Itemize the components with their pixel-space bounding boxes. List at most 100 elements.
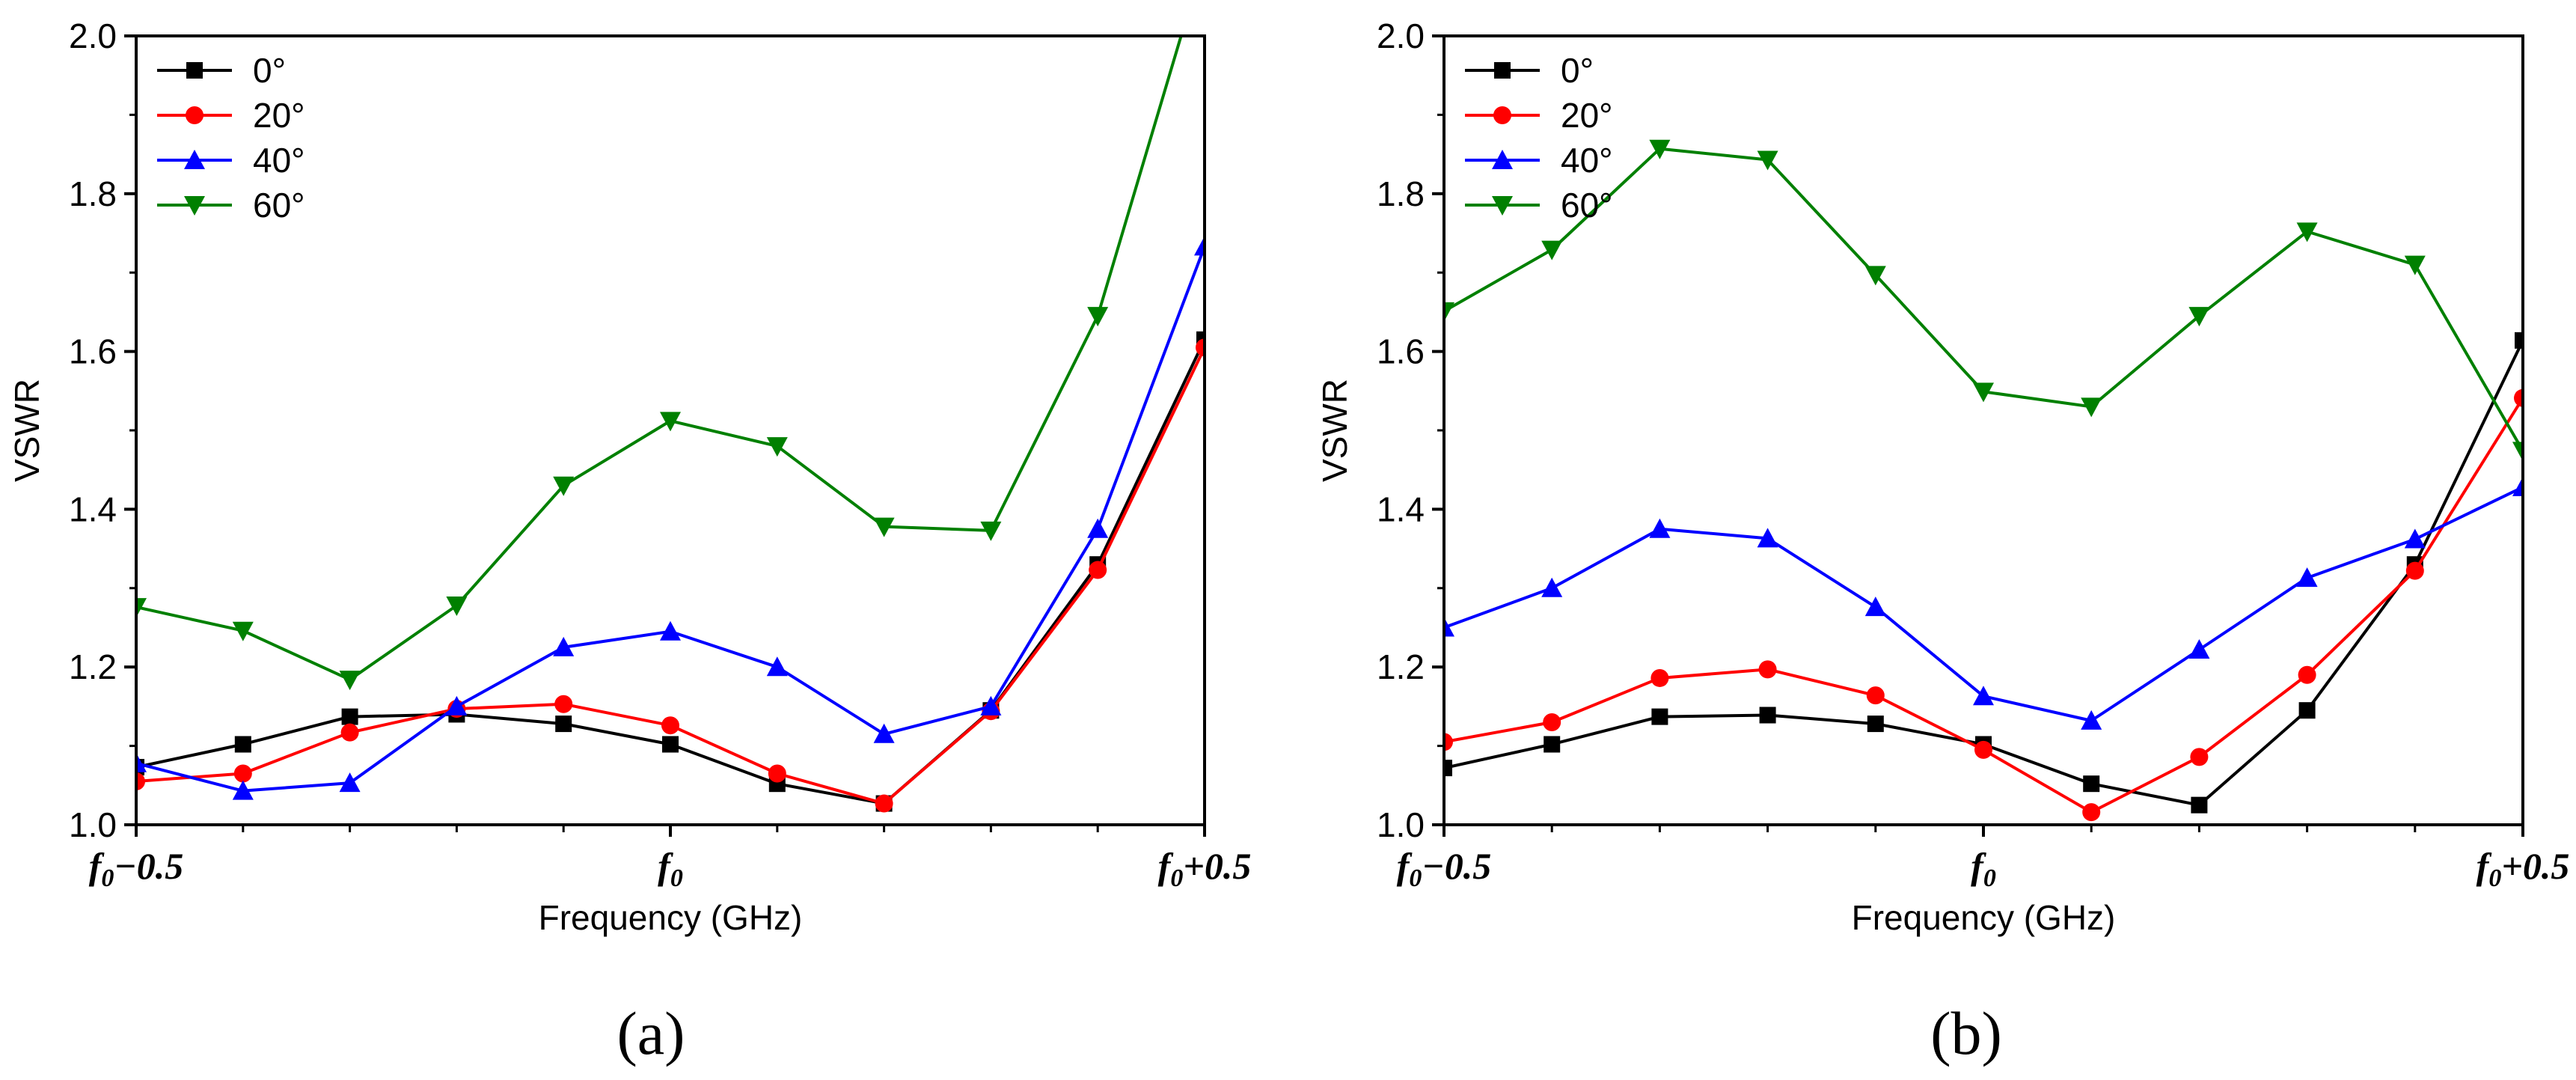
data-point: [1649, 139, 1671, 159]
data-point: [768, 764, 786, 783]
data-point: [1757, 528, 1778, 548]
legend-marker: [184, 150, 205, 169]
data-point: [1087, 307, 1109, 327]
data-point: [1650, 668, 1669, 687]
data-point: [136, 772, 145, 791]
data-point: [2082, 803, 2101, 822]
data-point: [1444, 617, 1454, 637]
y-axis-title: VSWR: [7, 379, 46, 482]
data-point: [875, 794, 893, 813]
y-tick-label: 1.4: [1377, 489, 1425, 528]
y-tick-label: 1.2: [69, 647, 117, 686]
legend-label: 60°: [253, 186, 305, 225]
data-point: [2405, 561, 2424, 580]
series-0: [136, 331, 1205, 812]
data-point: [233, 764, 252, 783]
series-3: [136, 36, 1183, 691]
series-line: [1444, 486, 2523, 722]
legend-marker: [1494, 62, 1511, 79]
legend-label: 0°: [1561, 51, 1594, 90]
legend-label: 20°: [253, 96, 305, 135]
chart-panel-a: 1.0 1.2 1.4 1.6 1.8 2.0 f0−0.5 f0 f0+0.5 Frequenc…: [7, 16, 1252, 1067]
x-axis-title: Frequency (GHz): [539, 898, 803, 937]
data-point: [1866, 686, 1885, 705]
data-point: [2512, 476, 2523, 496]
data-point: [234, 736, 251, 753]
data-point: [662, 736, 679, 753]
data-point: [446, 695, 468, 716]
y-tick-label: 1.6: [1377, 332, 1425, 371]
data-point: [2404, 528, 2426, 549]
x-axis-title: Frequency (GHz): [1852, 898, 2116, 937]
data-point: [2296, 567, 2318, 588]
data-point: [553, 636, 575, 656]
y-tick-label: 1.8: [69, 174, 117, 213]
data-point: [2081, 710, 2102, 730]
data-point: [766, 656, 788, 677]
legend-marker: [186, 62, 203, 79]
y-tick-label: 1.8: [1377, 174, 1425, 213]
data-point: [1974, 740, 1992, 759]
legend-marker: [1493, 106, 1511, 124]
data-point: [136, 752, 147, 772]
data-point: [980, 695, 1002, 716]
data-point: [232, 621, 254, 641]
y-tick-label: 1.0: [69, 805, 117, 844]
data-point: [1444, 302, 1454, 322]
series-line: [1444, 339, 2523, 807]
data-point: [2188, 639, 2210, 659]
data-point: [136, 598, 147, 618]
data-point: [1758, 660, 1777, 679]
y-tick-label: 1.6: [69, 332, 117, 371]
legend-marker: [1492, 150, 1513, 169]
x-tick-label: f0+0.5: [2476, 845, 2570, 892]
data-point: [1759, 707, 1776, 724]
data-point: [2191, 796, 2208, 814]
y-tick-label: 2.0: [1377, 16, 1425, 55]
panel-caption: (b): [1930, 999, 2002, 1067]
data-point: [340, 723, 359, 742]
x-tick-label: f0−0.5: [1397, 845, 1491, 892]
legend-marker: [1492, 196, 1513, 216]
data-point: [555, 716, 572, 733]
data-point: [2512, 442, 2523, 462]
panel-caption: (a): [617, 999, 685, 1067]
data-point: [2514, 388, 2523, 407]
x-tick-label: f0: [1971, 845, 1996, 892]
data-point: [1194, 236, 1205, 256]
data-point: [1649, 518, 1671, 538]
data-point: [2081, 397, 2102, 418]
series-line: [136, 245, 1205, 793]
data-point: [980, 521, 1002, 541]
x-tick-label: f0: [658, 845, 683, 892]
series-2: [136, 236, 1205, 800]
legend-label: 40°: [1561, 141, 1613, 180]
legend: 0° 20° 40° 60°: [1465, 51, 1613, 225]
x-tick-label: f0+0.5: [1158, 845, 1252, 892]
data-point: [1444, 733, 1453, 751]
data-point: [1541, 577, 1563, 597]
data-point: [2515, 332, 2523, 349]
legend-label: 20°: [1561, 96, 1613, 135]
data-point: [660, 620, 681, 641]
data-point: [2298, 665, 2316, 684]
data-point: [553, 476, 575, 496]
data-point: [1757, 150, 1778, 171]
data-point: [1973, 382, 1994, 403]
data-point: [873, 723, 895, 743]
data-point: [2298, 702, 2316, 719]
data-point: [1087, 518, 1109, 538]
legend: 0° 20° 40° 60°: [157, 51, 305, 225]
series-1: [1444, 388, 2523, 822]
data-point: [2083, 775, 2100, 793]
data-point: [873, 517, 895, 537]
legend-marker: [186, 106, 204, 124]
data-point: [1544, 736, 1561, 753]
data-point: [1196, 338, 1205, 357]
legend-label: 60°: [1561, 186, 1613, 225]
data-point: [339, 772, 361, 793]
y-axis-title: VSWR: [1315, 379, 1354, 482]
data-point: [232, 780, 254, 800]
data-point: [1864, 597, 1886, 617]
y-tick-label: 1.2: [1377, 647, 1425, 686]
